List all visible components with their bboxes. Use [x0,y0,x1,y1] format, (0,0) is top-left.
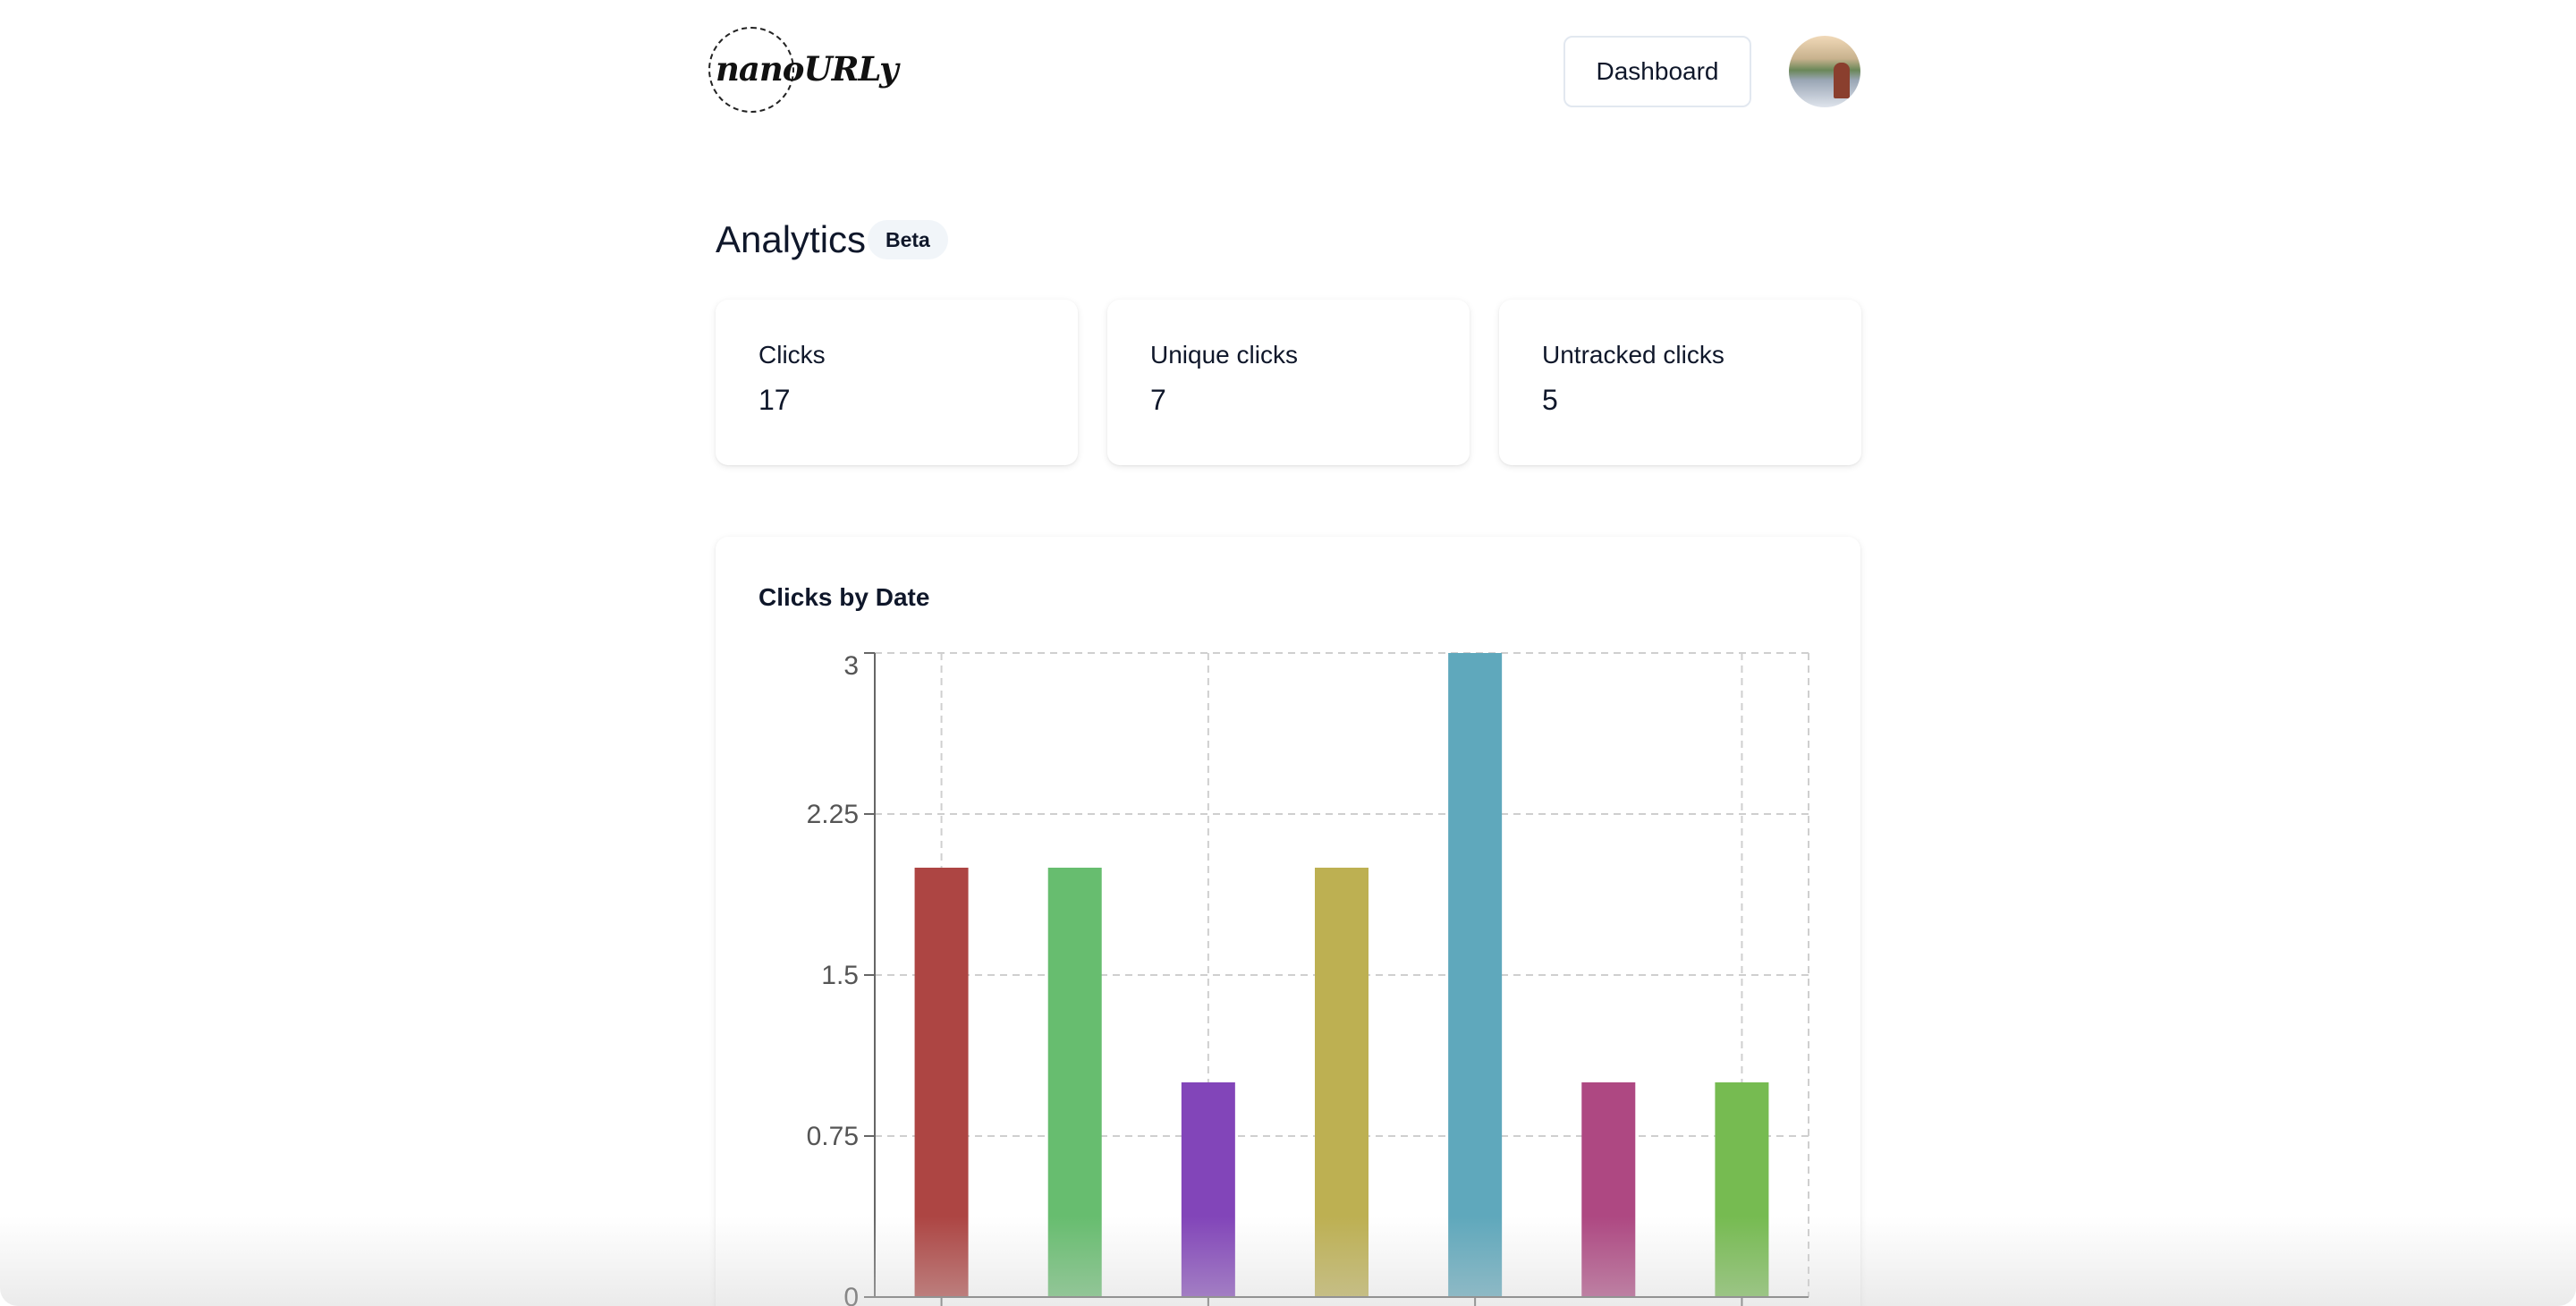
y-tick-label: 3 [843,651,859,681]
stat-card-untracked-clicks: Untracked clicks 5 [1499,300,1861,465]
stat-card-unique-clicks: Unique clicks 7 [1107,300,1470,465]
bar [1581,1082,1636,1297]
chart-card: Clicks by Date 0 0.75 1.5 2.25 3 [716,537,1860,1306]
chart-title: Clicks by Date [758,583,930,611]
bar [1047,868,1102,1297]
clicks-by-date-chart: 0 0.75 1.5 2.25 3 [807,651,1809,1306]
y-tick-label: 1.5 [821,961,859,990]
stat-label: Unique clicks [1150,341,1298,369]
beta-badge: Beta [868,220,948,259]
bar [1315,868,1368,1297]
stat-label: Clicks [758,341,826,369]
bar [1448,653,1503,1297]
avatar-person-icon [1834,63,1850,98]
stat-value: 7 [1150,384,1166,416]
page-title: Analytics [716,218,867,260]
y-tick-label: 2.25 [807,800,859,829]
stat-value: 17 [758,384,791,416]
bar [1181,1082,1235,1297]
stat-card-clicks: Clicks 17 [716,300,1078,465]
logo-ring-icon [708,27,794,113]
stat-value: 5 [1542,384,1558,416]
stat-label: Untracked clicks [1542,341,1724,369]
bar [1715,1082,1769,1297]
y-tick-label: 0 [843,1283,859,1306]
dashboard-button[interactable]: Dashboard [1563,36,1751,107]
logo-text: nanoURLy [716,49,899,89]
avatar[interactable] [1789,36,1860,107]
logo[interactable]: nanoURLy [707,25,899,114]
bar [914,868,969,1297]
y-tick-label: 0.75 [807,1122,859,1151]
